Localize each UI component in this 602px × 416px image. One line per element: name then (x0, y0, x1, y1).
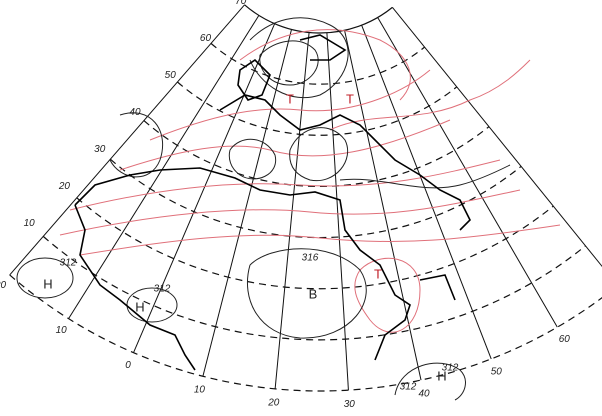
latitude-label: 60 (200, 33, 212, 44)
meridian (133, 23, 276, 353)
pressure-center: B (309, 286, 318, 301)
meridian (391, 7, 602, 268)
parallel (244, 4, 393, 34)
parallel (109, 158, 522, 239)
isobar-label: 312 (400, 382, 417, 393)
pressure-center: T (346, 91, 354, 106)
longitude-label: 50 (491, 367, 503, 378)
pressure-center: H (437, 368, 446, 383)
meridian (9, 4, 245, 276)
pressure-center: H (43, 276, 52, 291)
longitude-label: 10 (56, 325, 68, 336)
meridian (68, 15, 260, 319)
longitude-label: 30 (344, 399, 356, 410)
parallel (42, 235, 586, 341)
longitude-label: 0 (125, 360, 131, 371)
isobar-label: 312 (442, 363, 459, 374)
meridian (202, 29, 293, 377)
latitude-label: 50 (165, 70, 177, 81)
latitude-label: 10 (24, 218, 36, 229)
parallel (9, 274, 602, 392)
coastline (74, 34, 471, 371)
meridian (377, 17, 558, 328)
meridian (326, 32, 349, 391)
longitude-label: 20 (0, 280, 6, 291)
meridian (361, 25, 492, 360)
pressure-center: T (286, 91, 294, 106)
isobar-label: 316 (302, 253, 319, 264)
latitude-label: 20 (58, 181, 71, 192)
latitude-label: 70 (235, 0, 247, 7)
pressure-center: T (374, 266, 382, 281)
red-isobars (59, 29, 561, 333)
parallel (76, 197, 554, 290)
longitude-label: 10 (194, 384, 206, 395)
longitude-label: 40 (418, 388, 430, 399)
longitude-label: 60 (559, 334, 571, 345)
black-isobars (16, 17, 511, 401)
latitude-label: 30 (94, 144, 106, 155)
parallel (177, 81, 458, 136)
longitude-label: 20 (267, 397, 280, 408)
meridian (344, 30, 422, 381)
parallel (143, 120, 490, 187)
isobar-label: 312 (154, 284, 171, 295)
isobar-label: 312 (60, 258, 77, 269)
pressure-center: H (135, 299, 144, 314)
